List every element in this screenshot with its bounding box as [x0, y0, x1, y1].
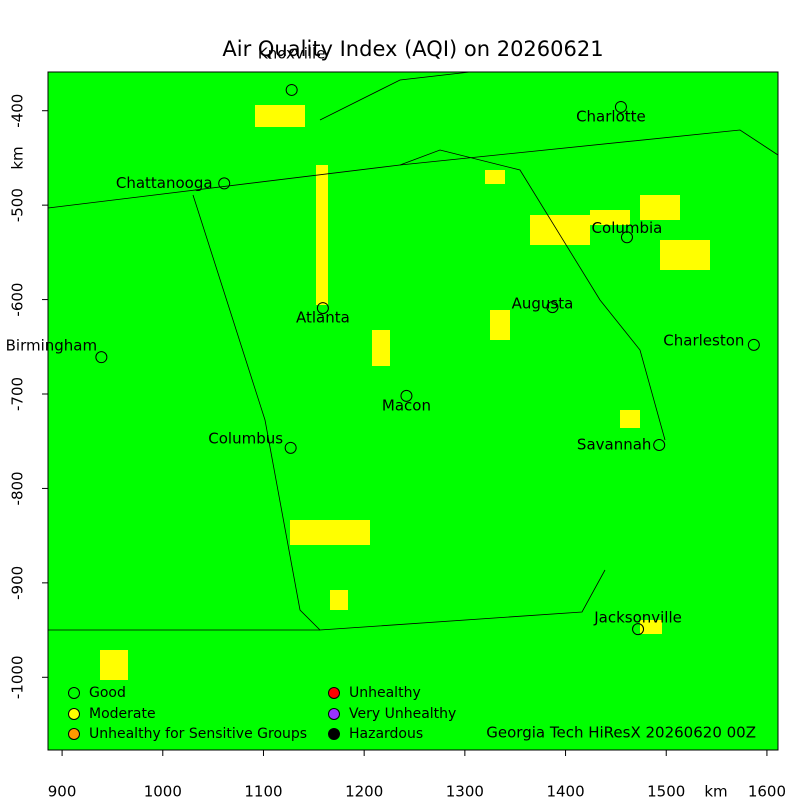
x-tick-label: 1400 — [546, 783, 584, 801]
city-label: Charleston — [663, 331, 744, 349]
legend-label: Hazardous — [349, 726, 423, 742]
x-tick-label: 1600 — [748, 783, 786, 801]
plot-frame — [47, 71, 779, 751]
state-boundaries — [47, 71, 779, 631]
legend-label: Good — [89, 685, 126, 701]
legend-swatch — [68, 728, 80, 740]
city-marker — [653, 438, 666, 451]
city-label: Savannah — [577, 435, 652, 453]
city-marker — [620, 231, 633, 244]
legend-swatch — [68, 687, 80, 699]
legend-label: Unhealthy for Sensitive Groups — [89, 726, 307, 742]
city-label: Birmingham — [6, 337, 97, 355]
city-marker — [284, 441, 297, 454]
city-marker — [95, 351, 108, 364]
city-marker — [400, 389, 413, 402]
y-tick-label: -400 — [9, 94, 27, 128]
legend-swatch — [328, 708, 340, 720]
city-label: Jacksonville — [593, 609, 682, 627]
city-label: Columbia — [592, 219, 663, 237]
city-marker — [614, 100, 627, 113]
city-marker — [747, 338, 760, 351]
city-label: Macon — [382, 396, 431, 414]
legend-swatch — [328, 687, 340, 699]
city-label: Chattanooga — [116, 174, 213, 192]
city-marker — [316, 302, 329, 315]
x-tick-label: 1300 — [446, 783, 484, 801]
y-tick-label: -900 — [9, 566, 27, 600]
city-label: Atlanta — [296, 309, 350, 327]
legend-swatch — [328, 728, 340, 740]
legend-label: Very Unhealthy — [349, 706, 456, 722]
legend-label: Unhealthy — [349, 685, 421, 701]
moderate-areas — [100, 105, 710, 680]
city-marker — [546, 301, 559, 314]
y-tick-label: -600 — [9, 283, 27, 317]
legend-swatch — [68, 708, 80, 720]
x-tick-label: 900 — [48, 783, 77, 801]
x-tick-label: 1100 — [244, 783, 282, 801]
x-tick-label: 1000 — [144, 783, 182, 801]
city-label: Charlotte — [576, 107, 646, 125]
x-tick-label: 1500 — [647, 783, 685, 801]
legend-label: Moderate — [89, 706, 156, 722]
city-marker — [218, 177, 231, 190]
city-marker — [285, 83, 298, 96]
x-axis-label: km — [704, 783, 727, 801]
y-tick-label: -800 — [9, 471, 27, 505]
city-label: Knoxville — [258, 44, 326, 62]
city-marker — [632, 623, 645, 636]
y-axis-label: km — [9, 146, 27, 169]
city-label: Columbus — [208, 429, 283, 447]
credit: Georgia Tech HiResX 20260620 00Z — [486, 724, 756, 742]
chart-title: Air Quality Index (AQI) on 20260621 — [222, 37, 603, 61]
y-tick-label: -1000 — [9, 655, 27, 699]
legend: Good Moderate Unhealthy for Sensitive Grou… — [68, 685, 456, 742]
x-tick-label: 1200 — [345, 783, 383, 801]
map-background — [48, 72, 778, 750]
y-tick-label: -700 — [9, 377, 27, 411]
city-label: Augusta — [512, 295, 574, 313]
y-tick-label: -500 — [9, 188, 27, 222]
